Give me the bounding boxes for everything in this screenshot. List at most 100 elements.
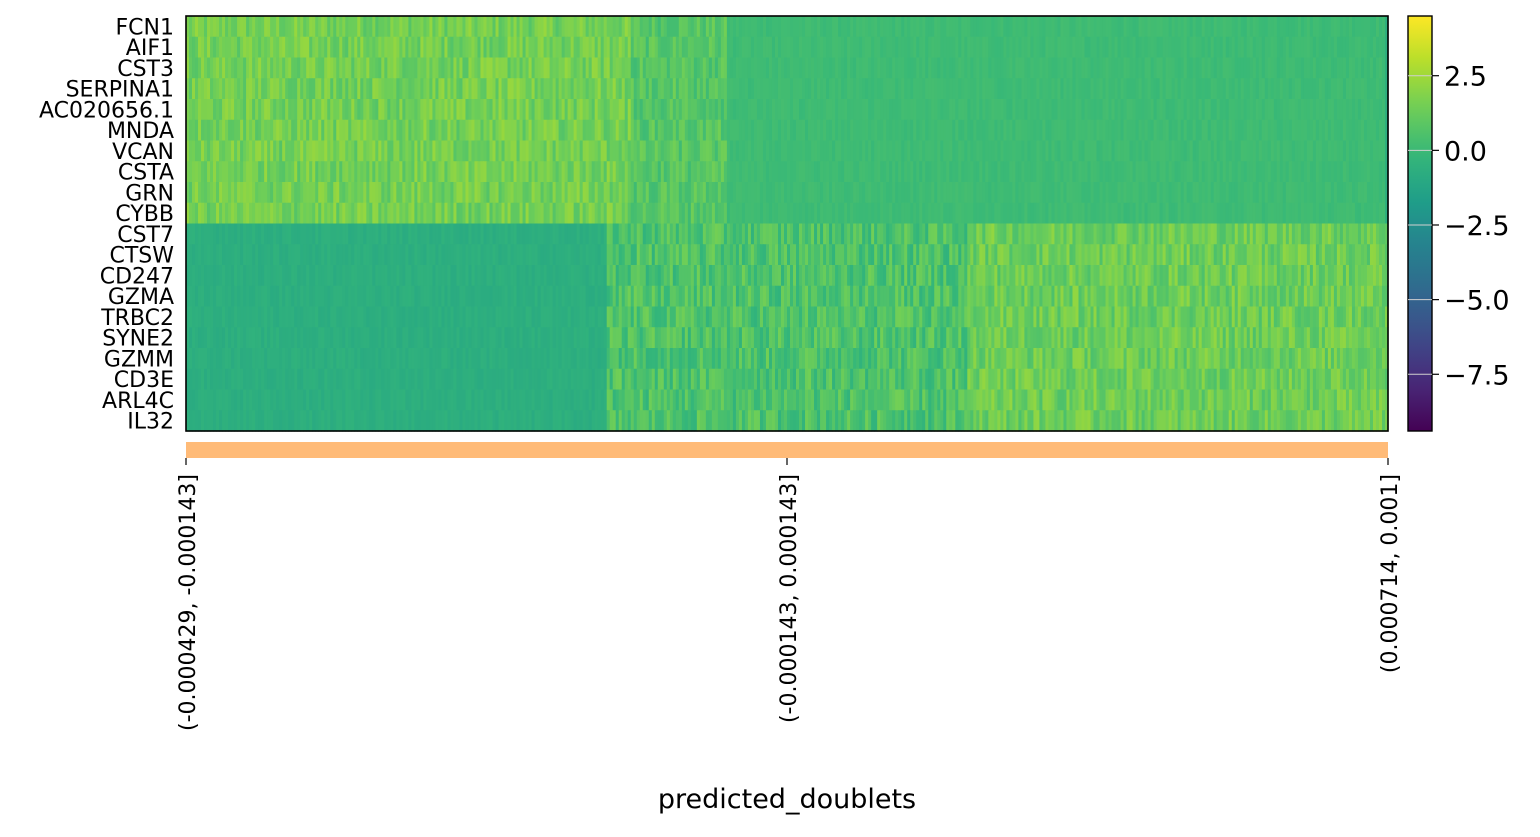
heatmap-cell	[762, 119, 767, 142]
heatmap-cell	[1273, 36, 1278, 59]
heatmap-cell	[799, 36, 803, 59]
heatmap-cell	[354, 78, 358, 100]
heatmap-cell	[1006, 202, 1010, 225]
heatmap-cell	[213, 202, 217, 225]
heatmap-cell	[937, 78, 941, 100]
heatmap-cell	[1162, 57, 1167, 79]
heatmap-cell	[1207, 223, 1212, 245]
heatmap-cell	[600, 244, 605, 266]
heatmap-cell	[1375, 36, 1380, 59]
heatmap-cell	[865, 99, 869, 121]
heatmap-cell	[1042, 36, 1047, 59]
heatmap-cell	[844, 140, 848, 162]
heatmap-cell	[1150, 36, 1155, 59]
heatmap-cell	[354, 36, 358, 59]
heatmap-cell	[207, 161, 211, 183]
heatmap-cell	[729, 36, 734, 59]
heatmap-cell	[985, 223, 989, 245]
heatmap-cell	[1366, 140, 1371, 162]
heatmap-cell	[1252, 57, 1257, 79]
heatmap-cell	[300, 99, 304, 121]
heatmap-cell	[534, 244, 539, 266]
heatmap-cell	[1270, 182, 1275, 204]
heatmap-cell	[390, 202, 394, 225]
heatmap-cell	[282, 78, 286, 100]
heatmap-cell	[1114, 99, 1119, 121]
heatmap-cell	[835, 182, 839, 204]
heatmap-cell	[1318, 99, 1323, 121]
heatmap-cell	[600, 182, 605, 204]
heatmap-cell	[633, 99, 638, 121]
heatmap-cell	[1240, 182, 1245, 204]
heatmap-cell	[708, 202, 713, 225]
heatmap-cell	[429, 99, 433, 121]
heatmap-cell	[645, 161, 650, 183]
heatmap-cell	[477, 36, 482, 59]
heatmap-cell	[853, 36, 857, 59]
heatmap-cell	[1351, 36, 1356, 59]
heatmap-cell	[228, 223, 232, 245]
heatmap-cell	[1123, 78, 1128, 100]
heatmap-cell	[552, 161, 557, 183]
heatmap-cell	[240, 140, 244, 162]
heatmap-cell	[732, 244, 737, 266]
heatmap-cell	[1198, 36, 1203, 59]
heatmap-cell	[675, 161, 680, 183]
heatmap-cell	[1168, 202, 1173, 225]
heatmap-cell	[1315, 36, 1320, 59]
heatmap-cell	[342, 119, 346, 142]
heatmap-cell	[609, 202, 614, 225]
heatmap-cell	[312, 161, 316, 183]
heatmap-cell	[1009, 223, 1013, 245]
heatmap-cell	[363, 36, 367, 59]
heatmap-cell	[1213, 57, 1218, 79]
heatmap-cell	[768, 223, 773, 245]
heatmap-cell	[432, 57, 437, 79]
heatmap-cell	[339, 161, 343, 183]
heatmap-cell	[1285, 223, 1290, 245]
heatmap-cell	[946, 223, 950, 245]
heatmap-cell	[459, 36, 464, 59]
heatmap-cell	[817, 57, 821, 79]
heatmap-cell	[615, 223, 620, 245]
heatmap-cell	[934, 140, 938, 162]
heatmap-cell	[651, 36, 656, 59]
heatmap-cell	[1360, 182, 1365, 204]
heatmap-cell	[582, 78, 587, 100]
heatmap-cell	[699, 140, 704, 162]
heatmap-cell	[1303, 36, 1308, 59]
heatmap-cell	[300, 161, 304, 183]
heatmap-cell	[462, 161, 467, 183]
heatmap-cell	[774, 78, 779, 100]
heatmap-cell	[465, 119, 470, 142]
heatmap-cell	[1384, 119, 1389, 142]
heatmap-cell	[1102, 78, 1107, 100]
heatmap-cell	[336, 182, 340, 204]
heatmap-cell	[261, 57, 265, 79]
heatmap-cell	[1273, 223, 1278, 245]
heatmap-cell	[762, 265, 767, 287]
heatmap-cell	[198, 244, 202, 266]
heatmap-cell	[321, 119, 325, 142]
heatmap-cell	[258, 182, 262, 204]
heatmap-cell	[207, 182, 211, 204]
heatmap-cell	[967, 140, 971, 162]
heatmap-cell	[1333, 223, 1338, 245]
heatmap-cell	[838, 119, 842, 142]
heatmap-cell	[793, 223, 797, 245]
heatmap-cell	[841, 202, 845, 225]
heatmap-cell	[621, 16, 626, 38]
heatmap-cell	[750, 202, 755, 225]
heatmap-cell	[796, 36, 800, 59]
heatmap-cell	[504, 161, 509, 183]
heatmap-cell	[510, 119, 515, 142]
heatmap-cell	[573, 36, 578, 59]
heatmap-cell	[315, 57, 319, 79]
heatmap-cell	[261, 202, 265, 225]
heatmap-cell	[204, 57, 208, 79]
heatmap-cell	[579, 16, 584, 38]
heatmap-cell	[219, 202, 223, 225]
heatmap-cell	[441, 16, 446, 38]
heatmap-cell	[270, 119, 274, 142]
heatmap-cell	[859, 36, 863, 59]
